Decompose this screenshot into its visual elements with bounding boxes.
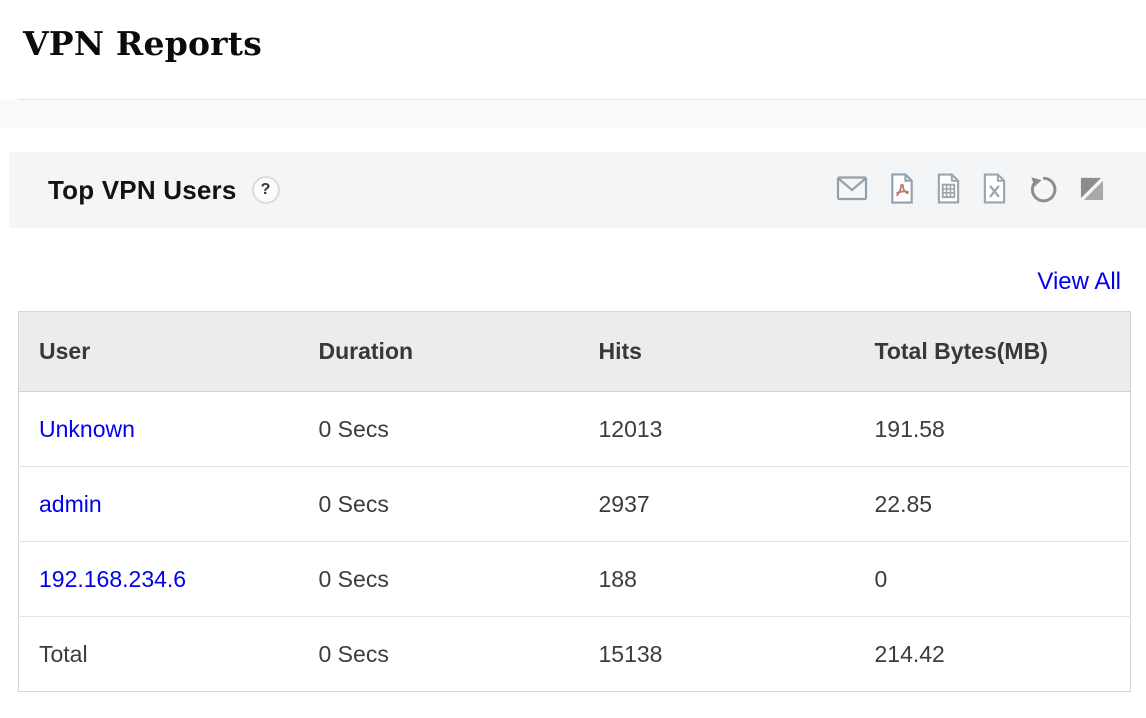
column-header-hits: Hits <box>578 311 855 392</box>
duration-cell: 0 Secs <box>298 616 579 692</box>
top-vpn-users-table: User Duration Hits Total Bytes(MB) Unkno… <box>18 311 1131 692</box>
hits-cell: 15138 <box>578 616 855 692</box>
total-bytes-cell: 214.42 <box>854 616 1131 692</box>
refresh-icon <box>1028 174 1058 207</box>
table-row: admin 0 Secs 2937 22.85 <box>18 466 1131 542</box>
excel-export-button[interactable] <box>982 173 1007 207</box>
pdf-export-button[interactable] <box>889 173 915 207</box>
pdf-export-icon <box>889 173 915 207</box>
resize-icon <box>1079 176 1104 204</box>
email-icon <box>836 175 868 205</box>
table-header-row: User Duration Hits Total Bytes(MB) <box>18 311 1131 392</box>
user-link[interactable]: 192.168.234.6 <box>39 565 187 592</box>
duration-cell: 0 Secs <box>298 466 579 542</box>
user-cell: Unknown <box>18 391 299 467</box>
table-row: 192.168.234.6 0 Secs 188 0 <box>18 541 1131 617</box>
section-divider <box>0 99 1146 128</box>
view-all-link[interactable]: View All <box>1037 268 1121 295</box>
resize-button[interactable] <box>1079 176 1104 204</box>
email-button[interactable] <box>836 175 868 205</box>
refresh-button[interactable] <box>1028 174 1058 207</box>
total-bytes-cell: 0 <box>854 541 1131 617</box>
top-vpn-users-panel-header: Top VPN Users ? <box>9 152 1146 228</box>
total-label-cell: Total <box>18 616 299 692</box>
page-header: VPN Reports <box>0 0 1146 66</box>
excel-export-icon <box>982 173 1007 207</box>
column-header-total-bytes: Total Bytes(MB) <box>854 311 1131 392</box>
user-link[interactable]: Unknown <box>39 415 135 442</box>
page-title: VPN Reports <box>23 24 262 63</box>
column-header-user: User <box>18 311 299 392</box>
user-cell: 192.168.234.6 <box>18 541 299 617</box>
total-bytes-cell: 191.58 <box>854 391 1131 467</box>
hits-cell: 2937 <box>578 466 855 542</box>
hits-cell: 12013 <box>578 391 855 467</box>
hits-cell: 188 <box>578 541 855 617</box>
csv-export-button[interactable] <box>936 173 961 207</box>
user-link[interactable]: admin <box>39 490 102 517</box>
report-toolbar <box>836 173 1146 207</box>
view-all-row: View All <box>0 268 1146 300</box>
table-total-row: Total 0 Secs 15138 214.42 <box>18 616 1131 692</box>
column-header-duration: Duration <box>298 311 579 392</box>
total-bytes-cell: 22.85 <box>854 466 1131 542</box>
table-row: Unknown 0 Secs 12013 191.58 <box>18 391 1131 467</box>
help-icon[interactable]: ? <box>251 176 280 204</box>
csv-export-icon <box>936 173 961 207</box>
duration-cell: 0 Secs <box>298 541 579 617</box>
duration-cell: 0 Secs <box>298 391 579 467</box>
user-cell: admin <box>18 466 299 542</box>
panel-title: Top VPN Users <box>48 174 237 205</box>
